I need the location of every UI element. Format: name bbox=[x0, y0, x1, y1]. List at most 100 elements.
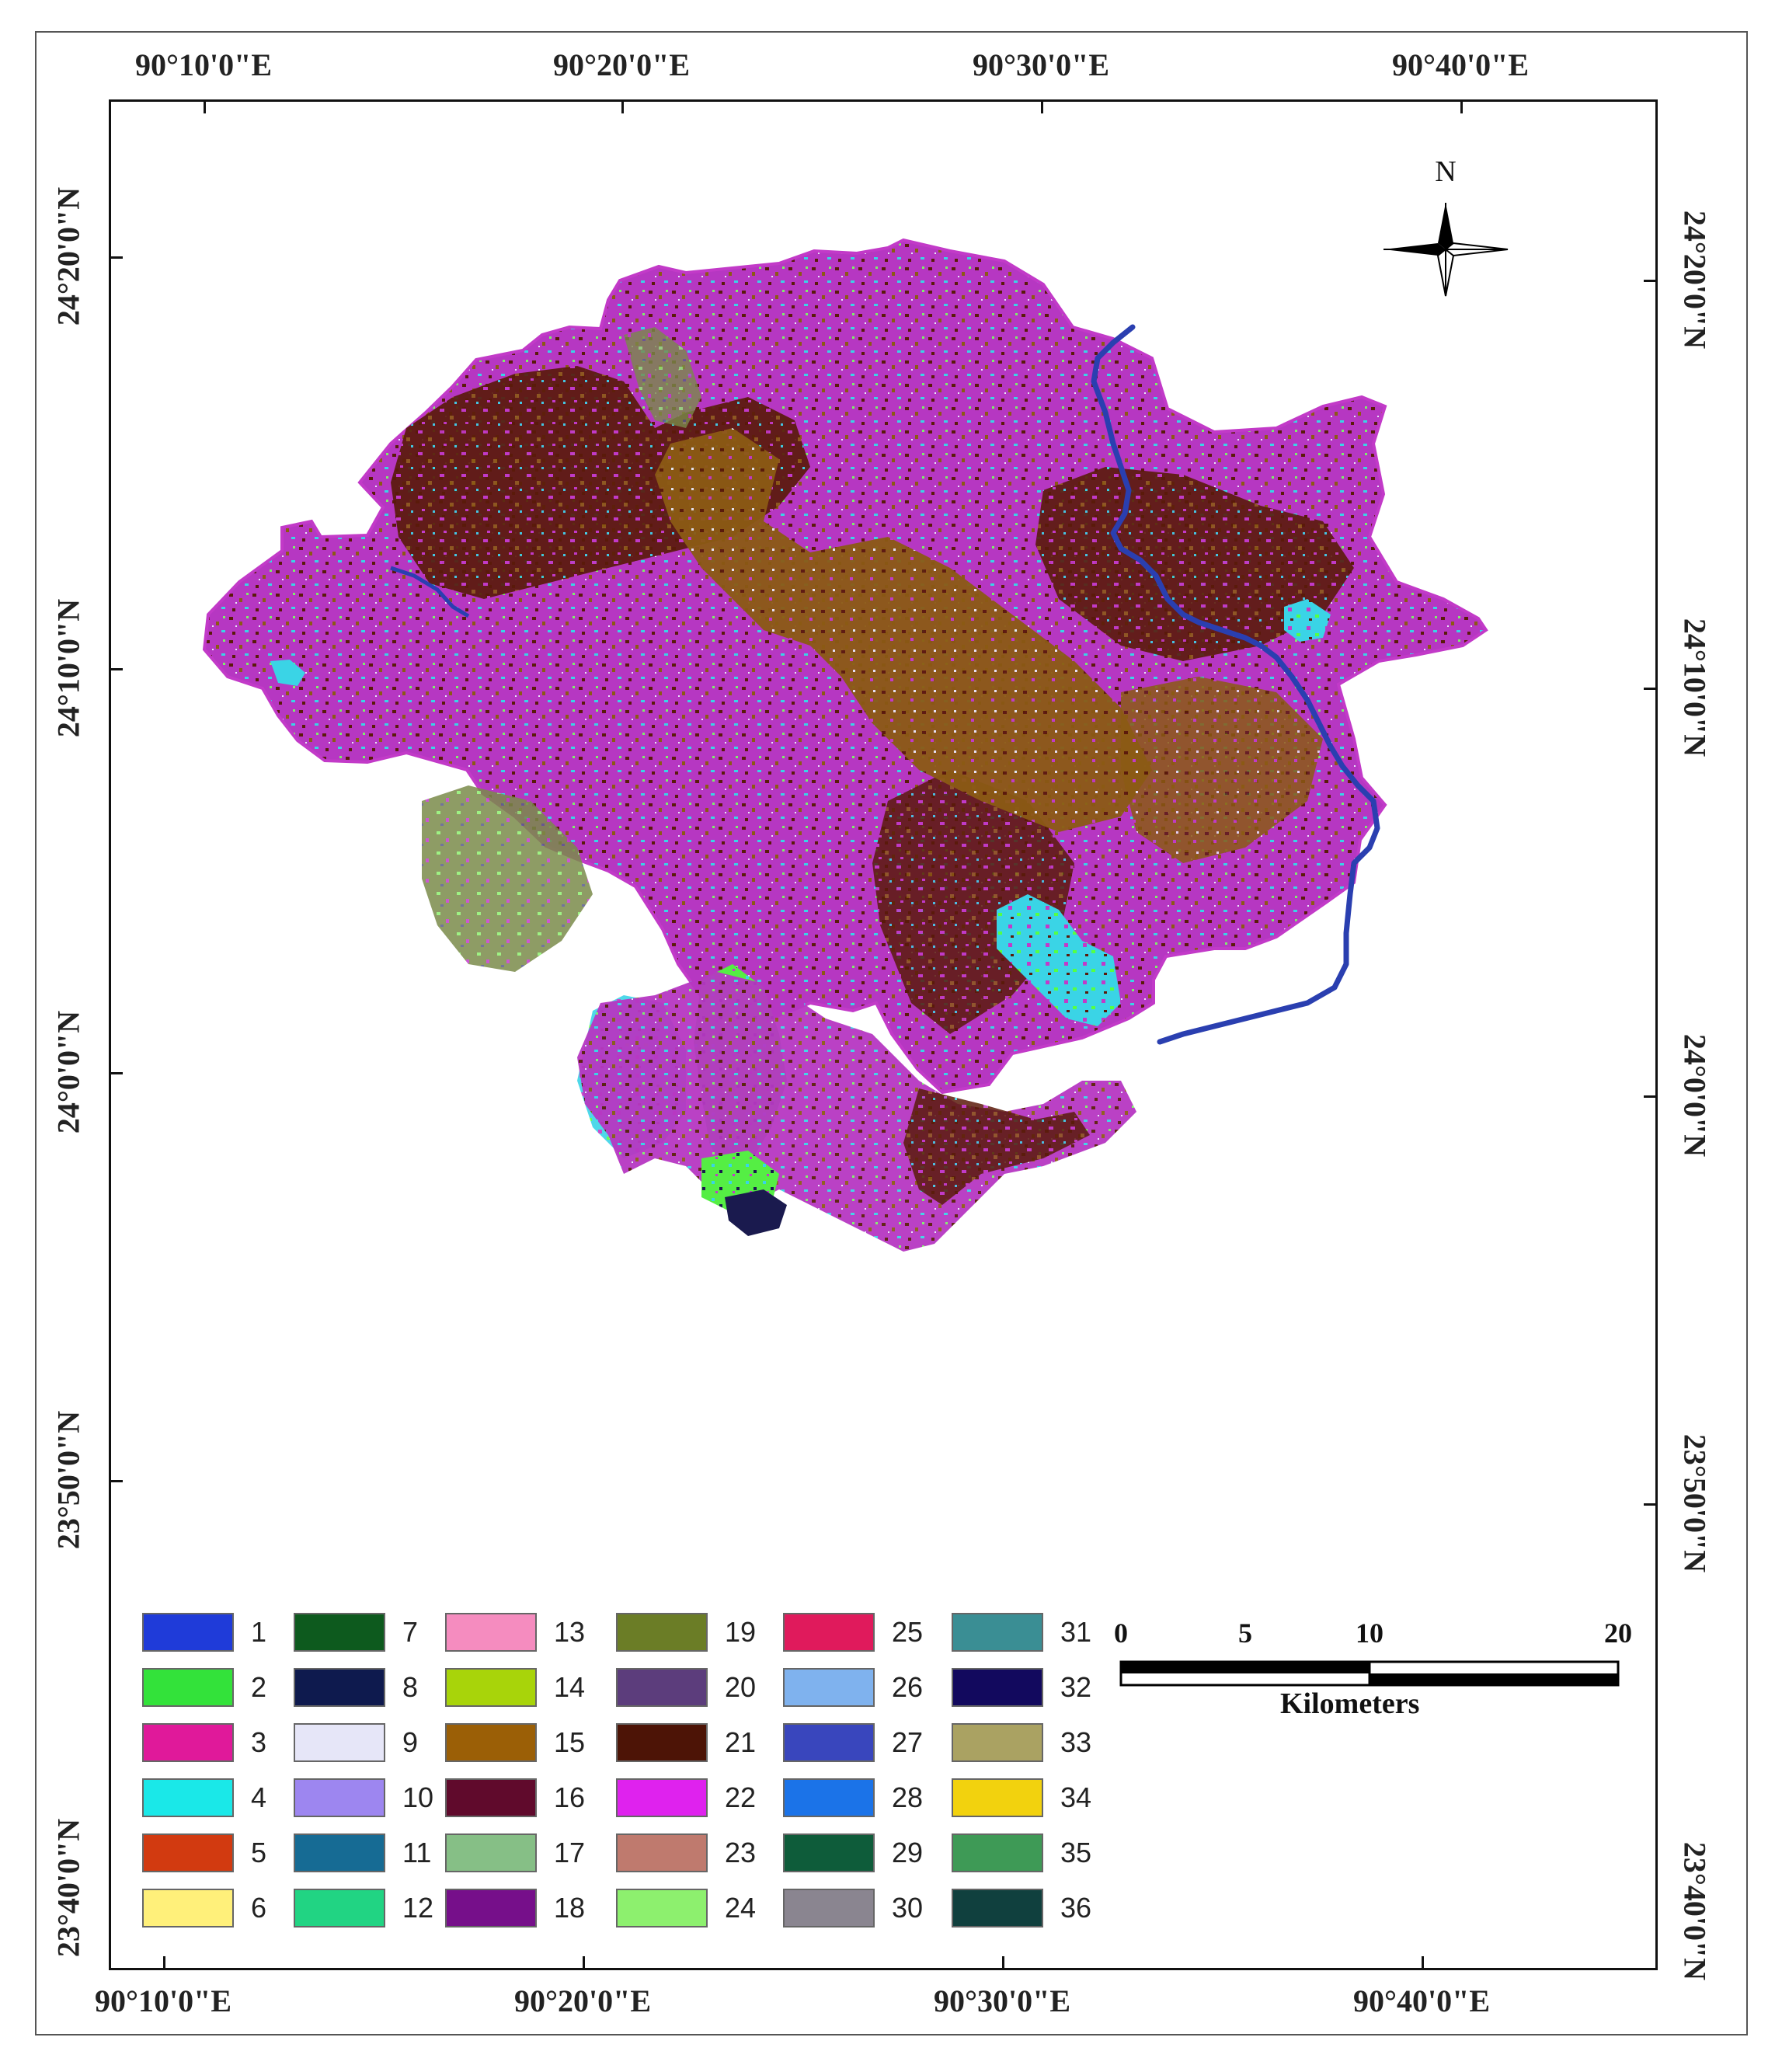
legend-swatch-3 bbox=[142, 1723, 234, 1762]
legend-swatch-31 bbox=[952, 1613, 1043, 1652]
brown-zone-east bbox=[1121, 677, 1323, 863]
right-lat-label-3: 24°0'0"N bbox=[1677, 1033, 1713, 1158]
legend-label-10: 10 bbox=[402, 1781, 434, 1813]
legend-swatch-35 bbox=[952, 1833, 1043, 1872]
bottom-lon-label-1: 90°10'0"E bbox=[95, 1983, 231, 2018]
legend-label-12: 12 bbox=[402, 1892, 434, 1924]
bottom-lon-label-2: 90°20'0"E bbox=[514, 1983, 651, 2018]
cyan-zone-west bbox=[270, 660, 305, 686]
north-arrow bbox=[1383, 203, 1509, 297]
bottom-lon-label-4: 90°40'0"E bbox=[1353, 1983, 1490, 2018]
legend-swatch-18 bbox=[445, 1889, 537, 1927]
right-lat-label-1: 24°20'0"N bbox=[1677, 210, 1713, 350]
legend-label-17: 17 bbox=[554, 1837, 586, 1868]
left-lat-label-5: 23°40'0"N bbox=[50, 1818, 86, 1958]
legend-swatch-14 bbox=[445, 1668, 537, 1707]
dark-brown-zone-east bbox=[1035, 467, 1354, 661]
legend-swatch-15 bbox=[445, 1723, 537, 1762]
legend-swatch-30 bbox=[783, 1889, 875, 1927]
legend-label-35: 35 bbox=[1060, 1837, 1092, 1868]
legend-label-7: 7 bbox=[402, 1616, 419, 1648]
legend-swatch-6 bbox=[142, 1889, 234, 1927]
right-lat-label-5: 23°40'0"N bbox=[1677, 1841, 1713, 1981]
legend-label-32: 32 bbox=[1060, 1671, 1092, 1703]
legend-label-30: 30 bbox=[892, 1892, 924, 1924]
legend-swatch-32 bbox=[952, 1668, 1043, 1707]
top-tick-1 bbox=[204, 99, 206, 113]
legend-label-29: 29 bbox=[892, 1837, 924, 1868]
top-tick-4 bbox=[1460, 99, 1463, 113]
left-lat-label-3: 24°0'0"N bbox=[50, 1010, 86, 1134]
legend-swatch-28 bbox=[783, 1778, 875, 1817]
legend-label-22: 22 bbox=[725, 1781, 757, 1813]
legend-label-13: 13 bbox=[554, 1616, 586, 1648]
legend-label-20: 20 bbox=[725, 1671, 757, 1703]
legend-label-3: 3 bbox=[251, 1726, 267, 1758]
legend-label-14: 14 bbox=[554, 1671, 586, 1703]
legend: 1 2 3 4 5 6 7 8 9 10 11 12 13 14 15 16 17 18 19 20 21 22 23 24 2… bbox=[111, 102, 1655, 1968]
right-tick-4 bbox=[1644, 1503, 1658, 1506]
legend-swatch-19 bbox=[616, 1613, 708, 1652]
bottom-tick-1 bbox=[163, 1956, 165, 1970]
right-lat-label-2: 24°10'0"N bbox=[1677, 618, 1713, 757]
legend-swatch-36 bbox=[952, 1889, 1043, 1927]
bottom-tick-3 bbox=[1002, 1956, 1004, 1970]
legend-label-5: 5 bbox=[251, 1837, 267, 1868]
legend-swatch-21 bbox=[616, 1723, 708, 1762]
right-lat-label-4: 23°50'0"N bbox=[1677, 1433, 1713, 1573]
top-lon-label-1: 90°10'0"E bbox=[135, 47, 272, 82]
cyan-zone-center bbox=[997, 894, 1121, 1026]
scale-bar bbox=[1119, 1660, 1620, 1687]
legend-label-1: 1 bbox=[251, 1616, 267, 1648]
scale-unit-label: Kilometers bbox=[1280, 1687, 1420, 1720]
scale-tick-0: 0 bbox=[1114, 1618, 1128, 1649]
legend-swatch-25 bbox=[783, 1613, 875, 1652]
legend-swatch-24 bbox=[616, 1889, 708, 1927]
legend-swatch-22 bbox=[616, 1778, 708, 1817]
right-tick-2 bbox=[1644, 688, 1658, 690]
legend-label-33: 33 bbox=[1060, 1726, 1092, 1758]
bottom-tick-2 bbox=[583, 1956, 585, 1970]
bottom-tick-4 bbox=[1422, 1956, 1424, 1970]
legend-swatch-20 bbox=[616, 1668, 708, 1707]
mixed-green-zone-north bbox=[624, 327, 701, 428]
left-lat-label-1: 24°20'0"N bbox=[50, 186, 86, 326]
legend-label-31: 31 bbox=[1060, 1616, 1092, 1648]
land-cover-map bbox=[202, 203, 1620, 1687]
legend-swatch-11 bbox=[294, 1833, 385, 1872]
legend-label-24: 24 bbox=[725, 1892, 757, 1924]
river bbox=[1091, 324, 1380, 1045]
legend-label-25: 25 bbox=[892, 1616, 924, 1648]
legend-swatch-16 bbox=[445, 1778, 537, 1817]
legend-label-11: 11 bbox=[402, 1837, 432, 1868]
mixed-green-zone-west bbox=[422, 785, 593, 972]
legend-swatch-13 bbox=[445, 1613, 537, 1652]
legend-swatch-7 bbox=[294, 1613, 385, 1652]
top-tick-3 bbox=[1041, 99, 1043, 113]
legend-swatch-26 bbox=[783, 1668, 875, 1707]
scale-tick-20: 20 bbox=[1604, 1618, 1632, 1649]
figure-outer-border bbox=[35, 31, 1748, 2035]
legend-label-26: 26 bbox=[892, 1671, 924, 1703]
left-tick-1 bbox=[109, 256, 123, 259]
legend-label-4: 4 bbox=[251, 1781, 267, 1813]
legend-label-18: 18 bbox=[554, 1892, 586, 1924]
top-lon-label-4: 90°40'0"E bbox=[1392, 47, 1529, 82]
legend-swatch-5 bbox=[142, 1833, 234, 1872]
legend-swatch-27 bbox=[783, 1723, 875, 1762]
legend-swatch-29 bbox=[783, 1833, 875, 1872]
top-lon-label-3: 90°30'0"E bbox=[973, 47, 1109, 82]
legend-swatch-1 bbox=[142, 1613, 234, 1652]
north-label: N bbox=[1435, 155, 1457, 188]
cyan-zone-east bbox=[1284, 599, 1331, 642]
brown-zone-center bbox=[655, 428, 1152, 832]
legend-label-21: 21 bbox=[725, 1726, 757, 1758]
left-tick-4 bbox=[109, 1480, 123, 1482]
legend-swatch-9 bbox=[294, 1723, 385, 1762]
legend-label-2: 2 bbox=[251, 1671, 267, 1703]
legend-label-34: 34 bbox=[1060, 1781, 1092, 1813]
legend-label-27: 27 bbox=[892, 1726, 924, 1758]
left-tick-2 bbox=[109, 668, 123, 670]
legend-label-23: 23 bbox=[725, 1837, 757, 1868]
legend-swatch-2 bbox=[142, 1668, 234, 1707]
